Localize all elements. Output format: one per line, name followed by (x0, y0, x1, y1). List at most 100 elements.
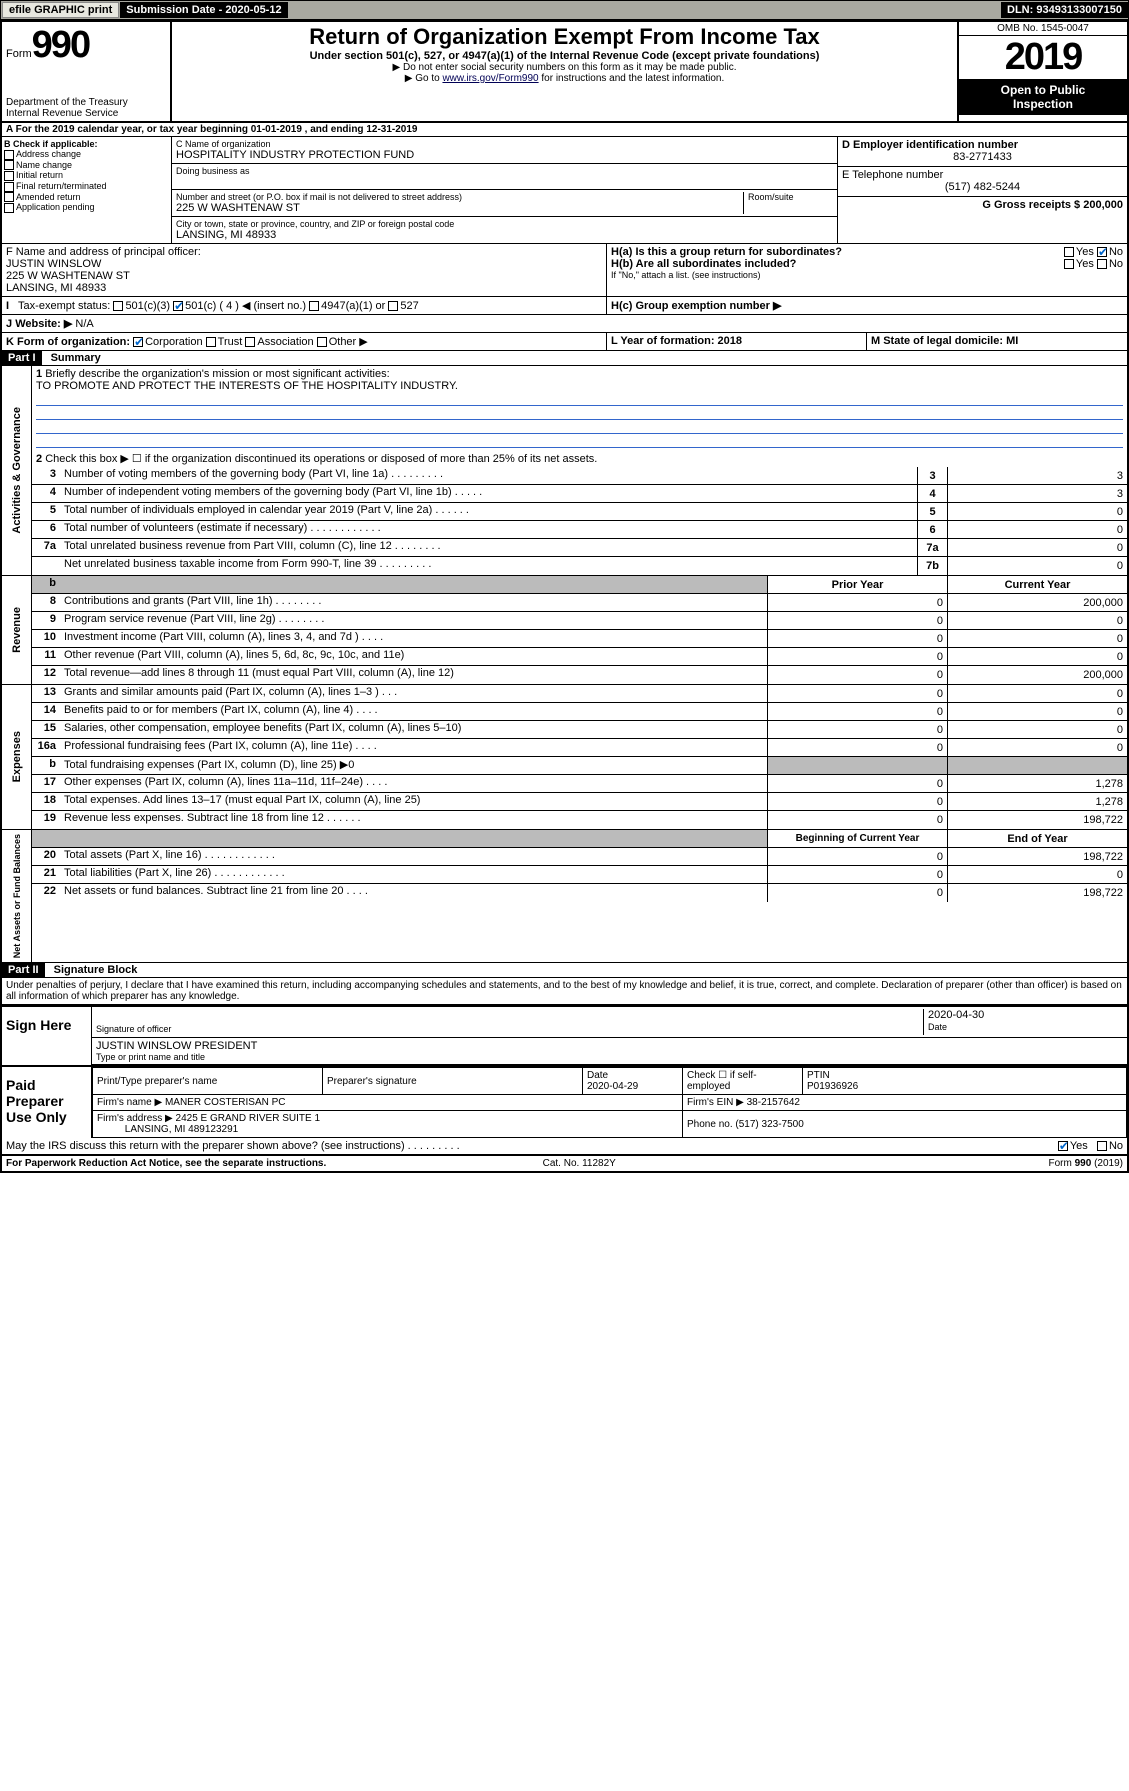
blank-num: b (32, 576, 60, 593)
chk-4947[interactable] (309, 301, 319, 311)
line-num: 20 (32, 848, 60, 865)
opt-assoc: Association (257, 336, 313, 348)
discuss-no: No (1109, 1140, 1123, 1152)
prior-year-val: 0 (767, 648, 947, 665)
perjury-statement: Under penalties of perjury, I declare th… (2, 978, 1127, 1005)
current-year-val: 0 (947, 648, 1127, 665)
pra-notice: For Paperwork Reduction Act Notice, see … (6, 1158, 326, 1169)
prior-year-val (767, 757, 947, 774)
tax-year: 2019 (959, 36, 1127, 79)
line-num: 7a (32, 539, 60, 556)
chk-hb-yes[interactable] (1064, 259, 1074, 269)
current-year-val: 198,722 (947, 848, 1127, 865)
chk-discuss-yes[interactable] (1058, 1141, 1068, 1151)
f-label: F Name and address of principal officer: (6, 246, 602, 258)
chk-501c[interactable] (173, 301, 183, 311)
chk-assoc[interactable] (245, 337, 255, 347)
th-prior-year: Prior Year (767, 576, 947, 593)
prior-year-val: 0 (767, 666, 947, 684)
city-label: City or town, state or province, country… (176, 219, 833, 229)
chk-trust[interactable] (206, 337, 216, 347)
line-num: 14 (32, 703, 60, 720)
firm-name: MANER COSTERISAN PC (165, 1097, 286, 1108)
line-text: Total number of volunteers (estimate if … (60, 521, 917, 538)
line-value: 0 (947, 557, 1127, 575)
form-label: Form (6, 48, 32, 60)
chk-initial[interactable] (4, 171, 14, 181)
officer-addr2: LANSING, MI 48933 (6, 282, 602, 294)
note-link: ▶ Go to www.irs.gov/Form990 for instruct… (178, 73, 951, 84)
line-text: Other revenue (Part VIII, column (A), li… (60, 648, 767, 665)
line-num: 19 (32, 811, 60, 829)
opt-initial: Initial return (16, 170, 63, 180)
line-ref: 7a (917, 539, 947, 556)
l-year: L Year of formation: 2018 (611, 335, 742, 347)
row-j: J Website: ▶ N/A (2, 315, 1127, 333)
ha-no: No (1109, 246, 1123, 258)
chk-address[interactable] (4, 150, 14, 160)
ha-label: H(a) Is this a group return for subordin… (611, 246, 842, 258)
date-label: Date (928, 1022, 947, 1032)
omb-number: OMB No. 1545-0047 (959, 22, 1127, 36)
chk-527[interactable] (388, 301, 398, 311)
line-text: Investment income (Part VIII, column (A)… (60, 630, 767, 647)
firm-ein-label: Firm's EIN ▶ (687, 1097, 744, 1108)
line-text: Salaries, other compensation, employee b… (60, 721, 767, 738)
check-self-employed: Check ☐ if self-employed (687, 1070, 757, 1092)
line-text: Grants and similar amounts paid (Part IX… (60, 685, 767, 702)
hc-label: H(c) Group exemption number ▶ (611, 300, 781, 312)
chk-name[interactable] (4, 160, 14, 170)
prior-year-val: 0 (767, 793, 947, 810)
chk-other[interactable] (317, 337, 327, 347)
hb-note: If "No," attach a list. (see instruction… (611, 270, 1123, 280)
cat-no: Cat. No. 11282Y (543, 1158, 616, 1169)
opt-527: 527 (400, 300, 418, 312)
dept-irs: Internal Revenue Service (6, 108, 166, 119)
g-gross: G Gross receipts $ 200,000 (842, 199, 1123, 211)
irs-link[interactable]: www.irs.gov/Form990 (442, 73, 538, 84)
chk-pending[interactable] (4, 203, 14, 213)
chk-final[interactable] (4, 182, 14, 192)
vlabel-rev: Revenue (9, 603, 25, 657)
efile-button[interactable]: efile GRAPHIC print (2, 2, 119, 18)
firm-phone-label: Phone no. (687, 1119, 733, 1130)
chk-corp[interactable] (133, 337, 143, 347)
line-num: 22 (32, 884, 60, 902)
line-text: Total fundraising expenses (Part IX, col… (60, 757, 767, 774)
chk-discuss-no[interactable] (1097, 1141, 1107, 1151)
org-name: HOSPITALITY INDUSTRY PROTECTION FUND (176, 149, 833, 161)
chk-hb-no[interactable] (1097, 259, 1107, 269)
open-line2: Inspection (959, 97, 1127, 111)
a-line: A For the 2019 calendar year, or tax yea… (2, 123, 1127, 137)
preparer-row: Print/Type preparer's name Preparer's si… (93, 1068, 1127, 1095)
current-year-val: 198,722 (947, 884, 1127, 902)
prior-year-val: 0 (767, 739, 947, 756)
th-current-year: Current Year (947, 576, 1127, 593)
line-text: Total expenses. Add lines 13–17 (must eq… (60, 793, 767, 810)
city-state-zip: LANSING, MI 48933 (176, 229, 833, 241)
chk-amended[interactable] (4, 192, 14, 202)
prior-year-val: 0 (767, 811, 947, 829)
firm-ein: 38-2157642 (747, 1097, 800, 1108)
current-year-val: 0 (947, 612, 1127, 629)
form-title: Return of Organization Exempt From Incom… (178, 24, 951, 50)
current-year-val: 1,278 (947, 793, 1127, 810)
note-ssn: ▶ Do not enter social security numbers o… (178, 62, 951, 73)
m-state: M State of legal domicile: MI (871, 335, 1018, 347)
line-text: Benefits paid to or for members (Part IX… (60, 703, 767, 720)
line-text: Net unrelated business taxable income fr… (60, 557, 917, 575)
chk-ha-yes[interactable] (1064, 247, 1074, 257)
line-num: 12 (32, 666, 60, 684)
note-pre: ▶ Go to (405, 73, 443, 84)
note-post: for instructions and the latest informat… (539, 73, 725, 84)
line-num: 4 (32, 485, 60, 502)
i-label: Tax-exempt status: (18, 300, 110, 312)
street-address: 225 W WASHTENAW ST (176, 202, 743, 214)
opt-corp: Corporation (145, 336, 202, 348)
open-to-public: Open to Public Inspection (959, 79, 1127, 115)
chk-501c3[interactable] (113, 301, 123, 311)
officer-name-title: JUSTIN WINSLOW PRESIDENT (96, 1040, 1123, 1052)
submission-date: Submission Date - 2020-05-12 (120, 2, 287, 18)
line-num: 9 (32, 612, 60, 629)
chk-ha-no[interactable] (1097, 247, 1107, 257)
